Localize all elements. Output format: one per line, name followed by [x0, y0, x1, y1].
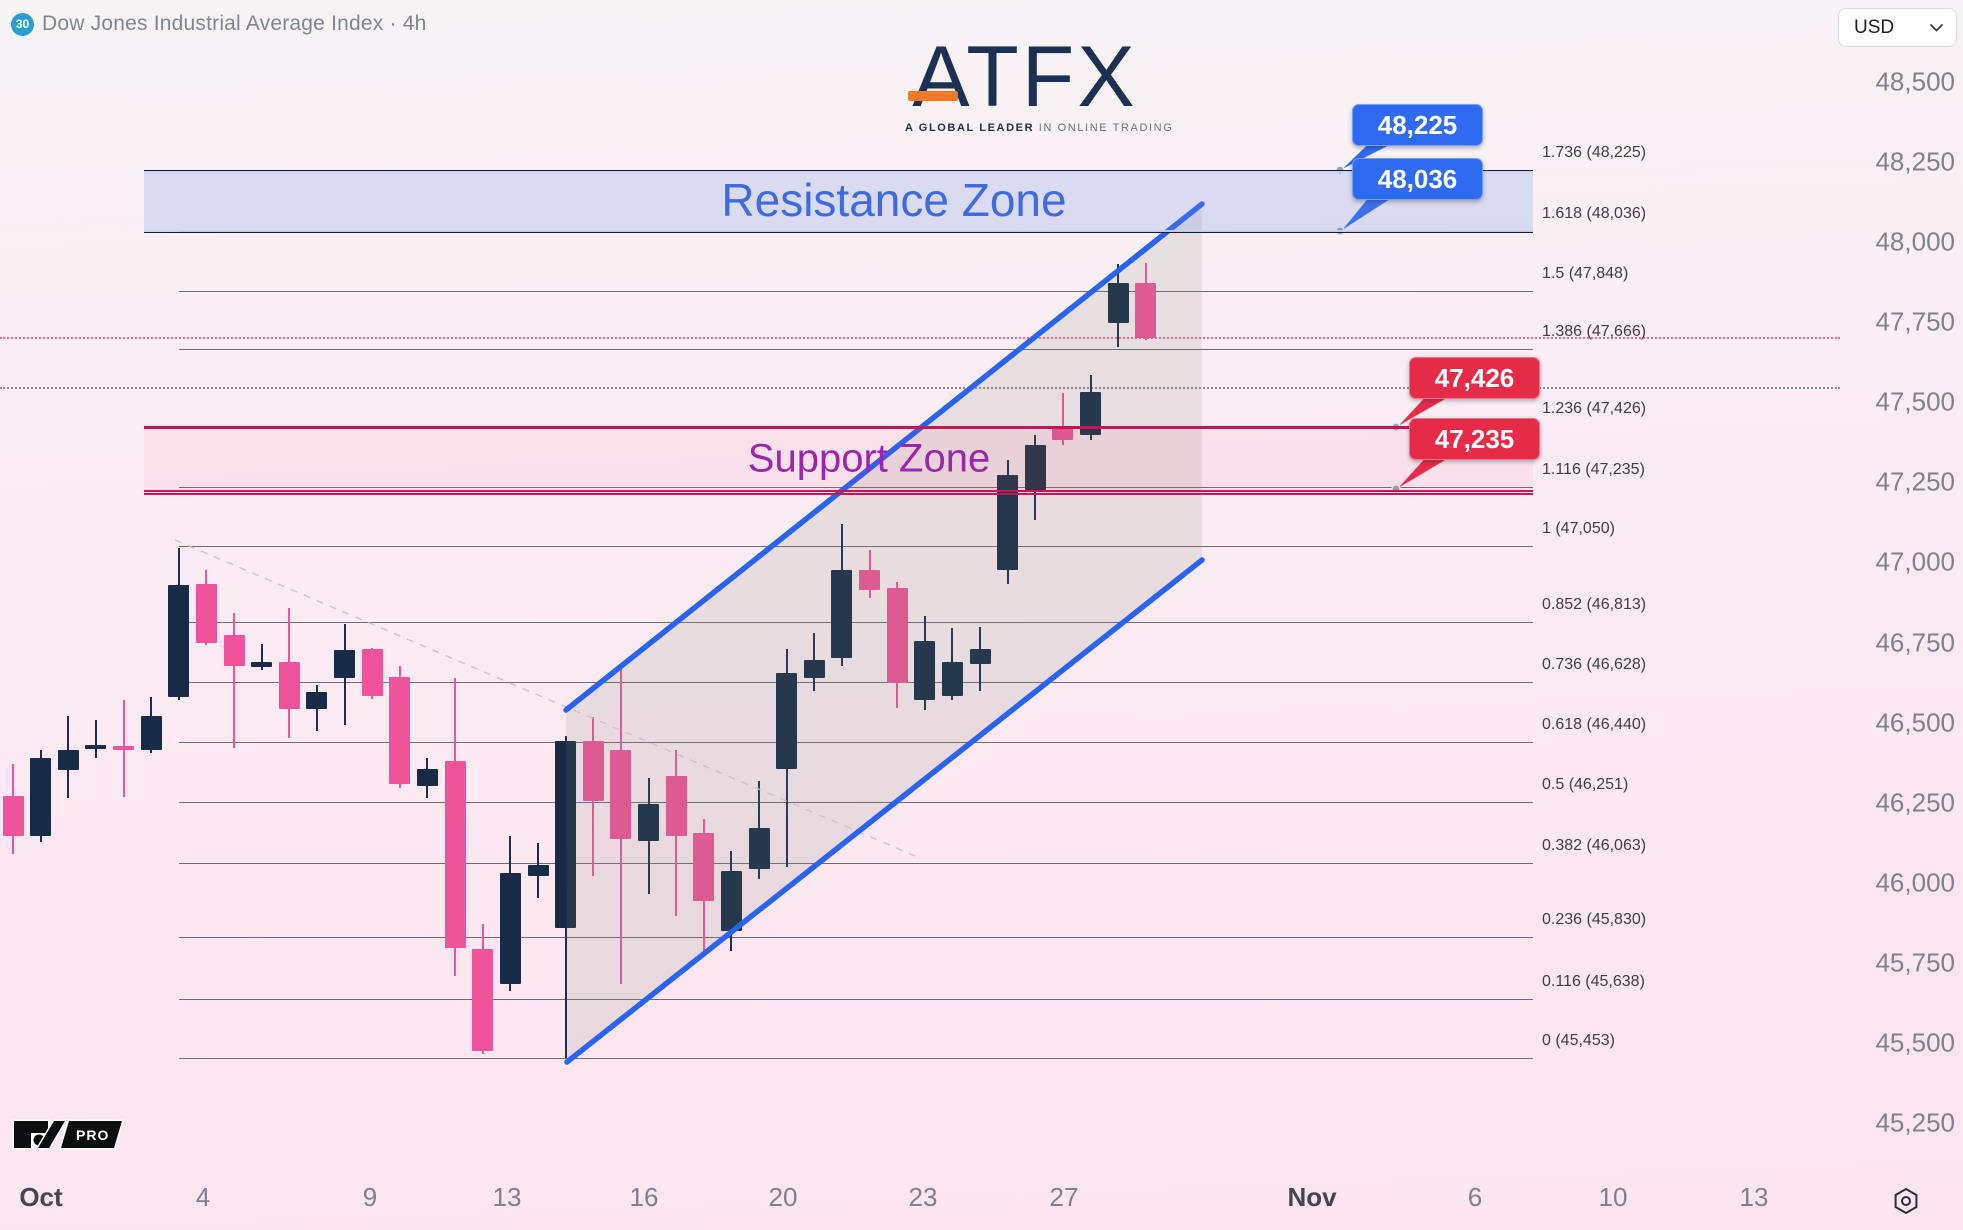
currency-selector[interactable]: USD	[1838, 8, 1957, 47]
time-axis-label-4: 4	[195, 1182, 211, 1212]
price-callout-48225[interactable]: 48,225	[1352, 104, 1483, 146]
fib-label-1.236: 1.236 (47,426)	[1542, 400, 1647, 417]
candle	[57, 749, 79, 770]
pro-badge: PRO	[76, 1127, 109, 1143]
price-axis-label: 46,250	[1875, 787, 1955, 818]
price-axis-label: 46,750	[1875, 627, 1955, 658]
time-axis-label-Oct: Oct	[19, 1182, 63, 1212]
brand-logo: ATFX A GLOBAL LEADER IN ONLINE TRADING	[905, 34, 1174, 134]
candle	[113, 745, 134, 751]
candle	[527, 864, 549, 876]
candle	[2, 795, 24, 836]
time-axis-label-20: 20	[768, 1182, 798, 1212]
support-zone[interactable]	[144, 426, 1533, 493]
fib-label-0.618: 0.618 (46,440)	[1542, 715, 1647, 733]
candle-wick	[94, 719, 97, 759]
fib-label-0.736: 0.736 (46,628)	[1542, 655, 1647, 673]
time-axis-label-13: 13	[492, 1182, 522, 1212]
price-axis-label: 46,500	[1875, 707, 1955, 738]
price-axis-label: 48,250	[1875, 146, 1955, 177]
brand-wordmark: ATFX	[905, 34, 1145, 120]
time-axis-label-10: 10	[1598, 1182, 1628, 1212]
resistance-zone-label: Resistance Zone	[721, 174, 1067, 227]
currency-label: USD	[1854, 17, 1895, 38]
price-axis-label: 47,000	[1875, 546, 1955, 577]
price-axis-label: 47,750	[1875, 306, 1955, 337]
tradingview-logo[interactable]: PRO	[12, 1115, 130, 1151]
fib-label-1.116: 1.116 (47,235)	[1542, 461, 1645, 479]
time-axis-label-27: 27	[1049, 1182, 1079, 1212]
time-axis-label-16: 16	[629, 1182, 659, 1212]
fib-label-1.386: 1.386 (47,666)	[1542, 323, 1647, 341]
price-callout-48036[interactable]: 48,036	[1352, 158, 1483, 200]
price-axis-label: 47,500	[1875, 386, 1955, 417]
chevron-down-icon	[1930, 24, 1943, 32]
fib-label-0.5: 0.5 (46,251)	[1542, 776, 1629, 794]
fib-label-1.736: 1.736 (48,225)	[1542, 144, 1647, 162]
price-axis-label: 45,750	[1875, 947, 1955, 978]
price-axis-label: 46,000	[1875, 867, 1955, 898]
settings-gear-icon[interactable]	[1891, 1186, 1921, 1216]
fib-label-0.852: 0.852 (46,813)	[1542, 596, 1647, 614]
time-axis-label-13: 13	[1739, 1182, 1769, 1212]
candle	[30, 758, 52, 836]
price-axis-label: 45,500	[1875, 1027, 1955, 1058]
header-bar: 30 Dow Jones Industrial Average Index · …	[0, 0, 1963, 50]
time-axis-label-9: 9	[362, 1182, 378, 1212]
fib-label-0: 0 (45,453)	[1542, 1031, 1615, 1049]
timeframe-label: 4h	[402, 12, 427, 35]
candle	[472, 948, 494, 1051]
price-axis-label: 47,250	[1875, 466, 1955, 497]
time-axis-label-6: 6	[1467, 1182, 1483, 1212]
fib-label-0.116: 0.116 (45,638)	[1542, 972, 1645, 990]
time-axis-label-23: 23	[908, 1182, 938, 1212]
symbol-title: Dow Jones Industrial Average Index · 4h	[42, 12, 427, 36]
price-axis-label: 48,000	[1875, 226, 1955, 257]
brand-orange-dash	[908, 91, 958, 101]
title-separator: ·	[389, 12, 397, 35]
symbol-name: Dow Jones Industrial Average Index	[42, 12, 384, 35]
price-callout-47235[interactable]: 47,235	[1409, 418, 1540, 460]
brand-tagline: A GLOBAL LEADER IN ONLINE TRADING	[905, 122, 1174, 134]
price-callout-47426[interactable]: 47,426	[1409, 357, 1540, 399]
fib-label-1.618: 1.618 (48,036)	[1542, 204, 1647, 222]
fib-label-1.5: 1.5 (47,848)	[1542, 264, 1629, 282]
fib-label-1: 1 (47,050)	[1542, 520, 1615, 538]
fib-label-0.382: 0.382 (46,063)	[1542, 836, 1647, 854]
support-zone-underline	[144, 493, 1533, 496]
candle	[140, 715, 162, 751]
price-axis-label: 45,250	[1875, 1107, 1955, 1138]
candle	[85, 744, 107, 750]
price-axis-label: 48,500	[1875, 66, 1955, 97]
fib-label-0.236: 0.236 (45,830)	[1542, 911, 1647, 929]
candle	[499, 872, 521, 984]
support-zone-label: Support Zone	[747, 436, 991, 481]
resistance-zone[interactable]	[144, 170, 1533, 233]
interval-badge[interactable]: 30	[11, 13, 34, 36]
time-axis-label-Nov: Nov	[1287, 1182, 1337, 1212]
